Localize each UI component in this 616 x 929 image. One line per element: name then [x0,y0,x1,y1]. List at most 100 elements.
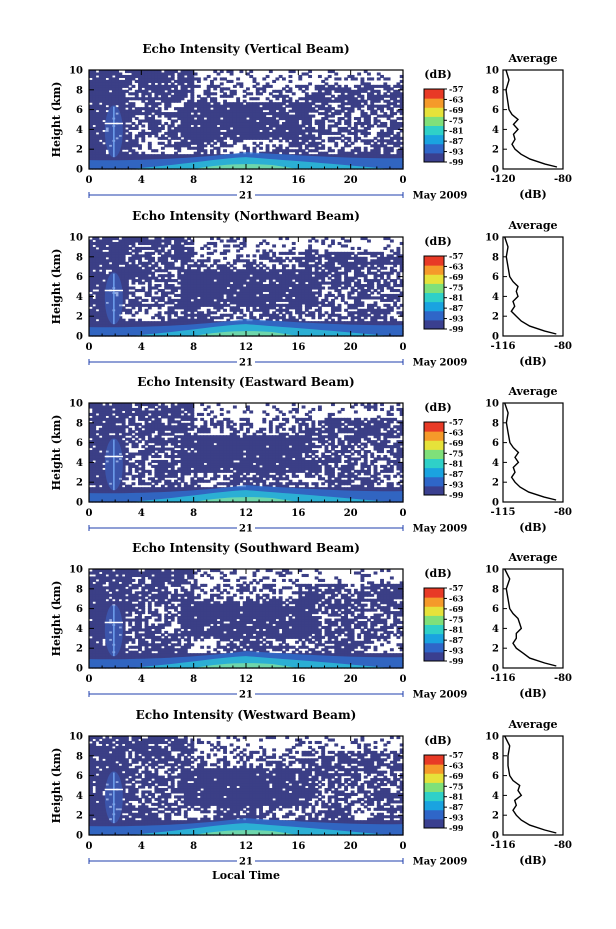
average-xlabel: (dB) [519,854,546,867]
colorbar-tick-label: -99 [449,656,464,666]
panel-title: Echo Intensity (Southward Beam) [132,541,360,555]
y-tick-label: 10 [69,565,83,576]
average-y-tick-label: 10 [485,233,499,244]
colorbar-tick-label: -75 [449,614,463,624]
average-profile-line [505,69,558,168]
average-xlabel: (dB) [519,521,546,534]
y-tick-label: 4 [76,458,83,469]
colorbar-swatch [424,764,444,774]
x-tick-label: 4 [138,175,145,186]
average-y-tick-label: 6 [492,272,499,283]
heatmap [89,569,404,669]
colorbar-tick-label: -57 [449,417,463,427]
average-frame [502,236,564,337]
colorbar-tick-label: -99 [449,157,464,167]
colorbar-swatch [424,89,444,99]
average-title: Average [507,52,557,65]
x-tick-label: 20 [344,508,358,519]
x-tick-label: 8 [190,674,197,685]
y-tick-label: 10 [69,399,83,410]
panel-4: Echo Intensity (Southward Beam) 0 2 4 6 8 10 He… [50,541,572,701]
average-x-tick-label: -120 [490,174,515,185]
colorbar-swatch [424,125,444,136]
average-profile-line [504,236,557,335]
average-frame [502,402,564,503]
colorbar-swatch [424,301,444,312]
x-tick-label: 16 [291,841,305,852]
colorbar-swatch [424,440,444,450]
colorbar-tick-label: -81 [449,792,463,802]
colorbar-swatch [424,310,444,321]
date-label: May 2009 [413,857,468,868]
x-tick-label: 8 [190,175,197,186]
day-label: 21 [239,358,253,369]
colorbar-tick-label: -69 [449,272,464,282]
x-tick-label: 20 [344,674,358,685]
x-tick-label: 8 [190,342,197,353]
x-tick-label: 0 [86,508,93,519]
colorbar-tick-label: -81 [449,459,463,469]
average-x-tick-label: -80 [554,840,572,851]
colorbar-swatch [424,283,444,294]
panel-title: Echo Intensity (Vertical Beam) [142,42,349,56]
colorbar-tick-label: -69 [449,604,464,614]
panel-5: Echo Intensity (Westward Beam) 0 2 4 6 8 10 Hei… [50,708,572,868]
heatmap [89,403,404,503]
colorbar-tick-label: -69 [449,438,464,448]
day-label-bg [237,357,255,367]
y-tick-label: 8 [76,418,83,429]
average-y-tick-label: 10 [485,66,499,77]
x-tick-label: 0 [400,175,407,186]
colorbar-tick-label: -75 [449,781,463,791]
average-profile-line [504,402,557,501]
y-tick-label: 0 [76,831,83,842]
y-tick-label: 6 [76,272,83,283]
colorbar-tick-label: -57 [449,84,463,94]
x-tick-label: 12 [239,841,253,852]
average-y-tick-label: 8 [492,584,499,595]
colorbar-swatch [424,274,444,284]
average-xlabel: (dB) [519,355,546,368]
colorbar-tick-label: -63 [449,760,464,770]
colorbar-swatch [424,809,444,820]
colorbar-tick-label: -81 [449,126,463,136]
average-xlabel: (dB) [519,687,546,700]
day-label: 21 [239,857,253,868]
colorbar-tick-label: -57 [449,251,463,261]
colorbar-swatch [424,116,444,127]
colorbar-swatch [424,755,444,765]
heatmap [89,70,404,170]
average-y-tick-label: 2 [492,811,499,822]
average-y-tick-label: 0 [492,498,499,509]
date-label: May 2009 [413,524,468,535]
colorbar-tick-label: -57 [449,750,463,760]
y-tick-label: 4 [76,624,83,635]
average-x-tick-label: -116 [490,840,515,851]
y-axis-label: Height (km) [50,82,63,158]
colorbar-tick-label: -93 [449,813,464,823]
y-tick-label: 4 [76,125,83,136]
colorbar-swatch [424,642,444,653]
average-y-tick-label: 2 [492,644,499,655]
average-xlabel: (dB) [519,188,546,201]
day-label-bg [237,523,255,533]
y-axis-label: Height (km) [50,581,63,657]
average-x-tick-label: -80 [554,673,572,684]
y-tick-label: 2 [76,644,83,655]
colorbar-swatch [424,152,444,163]
colorbar-swatch [424,319,444,330]
y-tick-label: 8 [76,85,83,96]
average-y-tick-label: 10 [485,399,499,410]
colorbar-tick-label: -99 [449,490,464,500]
average-y-tick-label: 4 [492,624,499,635]
average-y-tick-label: 4 [492,125,499,136]
average-y-tick-label: 8 [492,418,499,429]
average-x-tick-label: -80 [554,341,572,352]
colorbar-tick-label: -75 [449,115,463,125]
y-tick-label: 6 [76,604,83,615]
average-x-tick-label: -80 [554,507,572,518]
y-tick-label: 2 [76,145,83,156]
x-tick-label: 12 [239,175,253,186]
colorbar-swatch [424,467,444,478]
